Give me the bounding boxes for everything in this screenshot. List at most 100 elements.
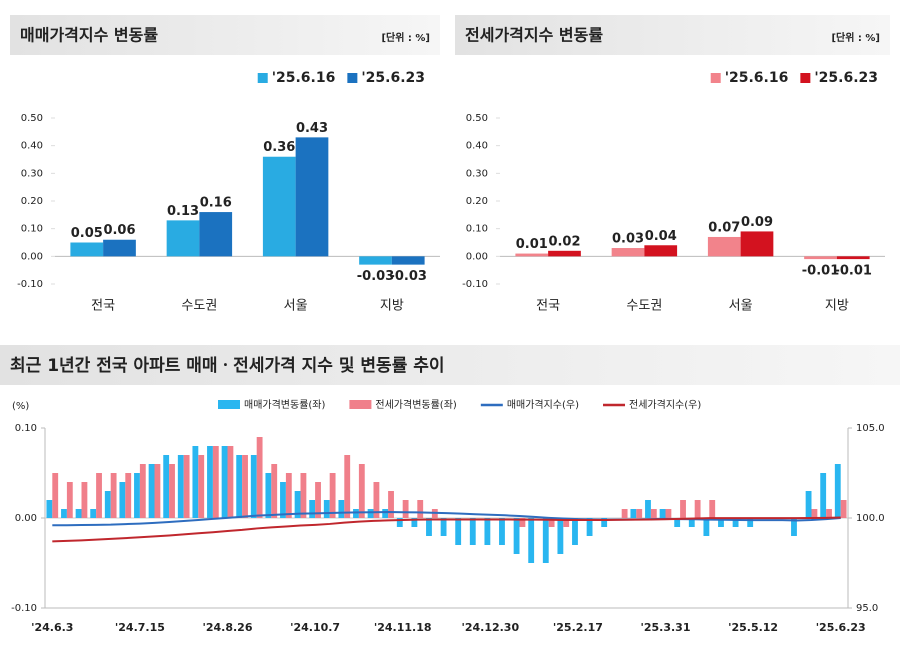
- y-tick-label: 0.10: [21, 224, 43, 235]
- y-tick-label: 0.00: [15, 513, 37, 524]
- value-label: 0.05: [71, 226, 103, 241]
- bar: [636, 509, 643, 518]
- bar: [382, 509, 389, 518]
- y-tick-label: 0.50: [466, 113, 488, 124]
- y-tick-label: 0.40: [21, 141, 43, 152]
- x-tick-label: '24.8.26: [203, 621, 253, 634]
- x-tick-label: 지방: [380, 299, 404, 314]
- bar: [110, 473, 117, 518]
- value-label: 0.36: [263, 140, 295, 155]
- legend-label: '25.6.16: [725, 70, 789, 86]
- y-tick-label: -0.10: [17, 279, 43, 290]
- bar: [805, 491, 812, 518]
- unit-label: [단위 : %]: [831, 31, 880, 44]
- bar: [630, 509, 637, 518]
- y-tick-label: -0.10: [462, 279, 488, 290]
- bar: [66, 482, 73, 518]
- bar: [103, 239, 136, 257]
- bar: [183, 455, 190, 518]
- bar: [280, 482, 286, 518]
- bar: [396, 518, 403, 527]
- bar: [90, 509, 97, 518]
- bar: [707, 236, 741, 257]
- y-tick-label: 0.10: [15, 423, 37, 434]
- bar: [417, 500, 424, 518]
- x-tick-label: '24.7.15: [115, 621, 165, 634]
- bar: [469, 518, 476, 545]
- bar: [358, 464, 365, 518]
- bar: [353, 509, 359, 518]
- value-label: -0.03: [389, 269, 426, 284]
- bar: [300, 473, 307, 518]
- bar: [256, 437, 263, 518]
- bar: [227, 446, 234, 518]
- bar: [611, 248, 645, 257]
- x-tick-label: 전국: [536, 299, 560, 314]
- bar: [96, 473, 102, 518]
- bar: [338, 500, 345, 518]
- bar: [242, 455, 248, 518]
- bar: [747, 518, 754, 527]
- legend-swatch: [218, 400, 240, 409]
- x-tick-label: '25.3.31: [641, 621, 691, 634]
- bar: [61, 509, 67, 518]
- bar: [621, 509, 628, 518]
- chart-title: 최근 1년간 전국 아파트 매매ㆍ전세가격 지수 및 변동률 추이: [10, 356, 445, 376]
- bar: [329, 473, 336, 518]
- bar: [513, 518, 520, 554]
- line: [52, 516, 841, 543]
- legend-label: 매매가격지수(우): [507, 398, 579, 411]
- bar: [70, 242, 104, 257]
- bar: [650, 509, 657, 518]
- bar: [515, 253, 549, 257]
- y2-tick-label: 95.0: [856, 603, 878, 614]
- bar: [811, 509, 818, 518]
- value-label: -0.03: [357, 269, 394, 284]
- bar: [119, 482, 126, 518]
- value-label: 0.07: [708, 220, 740, 235]
- bar: [309, 500, 316, 518]
- bar: [295, 137, 329, 257]
- bar: [674, 518, 681, 527]
- bar: [134, 473, 140, 518]
- bar: [542, 518, 549, 563]
- legend-swatch: [800, 73, 811, 83]
- title-bar: [0, 345, 900, 385]
- bar: [212, 446, 219, 518]
- bar: [440, 518, 447, 536]
- y2-tick-label: 100.0: [856, 513, 885, 524]
- bar: [709, 500, 716, 518]
- bar: [411, 518, 418, 527]
- value-label: 0.04: [645, 229, 677, 244]
- bar: [563, 518, 570, 527]
- value-label: 0.06: [103, 223, 135, 238]
- legend-swatch: [347, 73, 358, 83]
- bar: [388, 491, 394, 518]
- bar: [840, 500, 847, 518]
- bar: [139, 464, 146, 518]
- bar: [586, 518, 593, 536]
- legend-label: '25.6.23: [361, 70, 425, 86]
- bar: [198, 455, 205, 518]
- bar: [548, 518, 555, 527]
- line: [52, 511, 841, 527]
- value-label: 0.03: [612, 232, 644, 247]
- value-label: 0.13: [167, 204, 199, 219]
- legend-swatch: [710, 73, 721, 83]
- bar: [75, 509, 82, 518]
- bar: [732, 518, 739, 527]
- x-tick-label: '24.12.30: [461, 621, 519, 634]
- bar: [367, 509, 374, 518]
- bar: [250, 455, 257, 518]
- bar: [402, 500, 409, 518]
- value-label: 0.02: [548, 234, 580, 249]
- bar: [703, 518, 710, 536]
- legend-label: 매매가격변동률(좌): [244, 398, 326, 411]
- legend-swatch: [257, 73, 268, 83]
- y-tick-label: 0.20: [21, 196, 43, 207]
- bar: [373, 482, 380, 518]
- bar: [359, 256, 392, 265]
- bar: [484, 518, 491, 545]
- y-tick-label: -0.10: [11, 603, 37, 614]
